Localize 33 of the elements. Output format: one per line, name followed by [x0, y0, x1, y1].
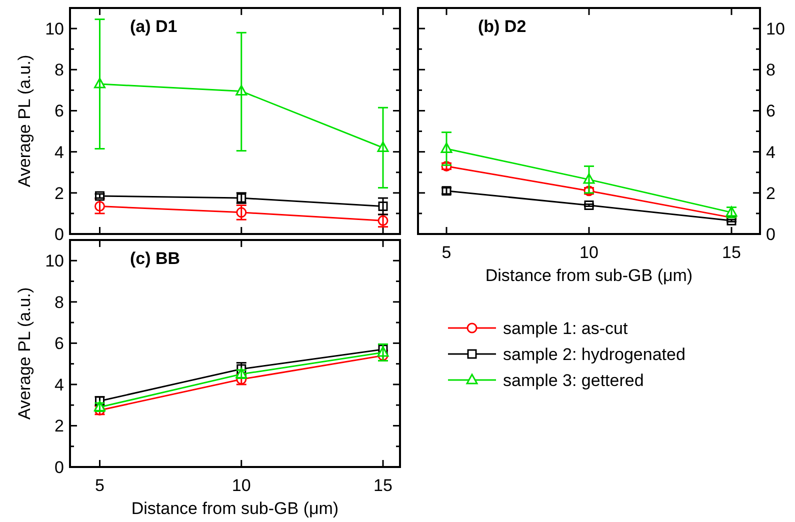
- y2-tick-label: 0: [766, 224, 776, 244]
- legend-label: sample 2: hydrogenated: [503, 344, 686, 364]
- y-tick-label: 4: [54, 375, 64, 394]
- x-tick-label: 5: [95, 476, 104, 495]
- x-axis-title: Distance from sub-GB (μm): [131, 499, 339, 518]
- y-tick-label: 8: [54, 60, 64, 80]
- y2-tick-label: 6: [766, 102, 776, 121]
- y-tick-label: 8: [54, 292, 64, 312]
- y-tick-label: 10: [45, 19, 64, 38]
- x-tick-label: 15: [722, 243, 741, 262]
- x-axis-title: Distance from sub-GB (μm): [485, 266, 693, 285]
- text: (a) D1: [130, 17, 178, 36]
- y2-tick-label: 10: [766, 19, 785, 38]
- x-tick-label: 15: [374, 476, 392, 495]
- legend-label: sample 1: as-cut: [503, 318, 628, 338]
- legend-label: sample 3: gettered: [503, 370, 644, 390]
- x-tick-label: 10: [580, 243, 598, 262]
- y-tick-label: 6: [54, 334, 64, 354]
- y-axis-title: Average PL (a.u.): [15, 287, 34, 420]
- x-tick-label: 5: [442, 243, 452, 262]
- y2-tick-label: 2: [766, 184, 776, 203]
- y-tick-label: 2: [54, 184, 64, 203]
- y-tick-label: 6: [54, 102, 64, 121]
- x-tick-label: 10: [232, 476, 251, 495]
- y-axis-title: Average PL (a.u.): [15, 54, 34, 188]
- y-tick-label: 4: [54, 142, 64, 162]
- text: (b) D2: [478, 17, 526, 36]
- text: (c) BB: [130, 249, 180, 268]
- y-tick-label: 0: [54, 458, 64, 477]
- y-tick-label: 0: [54, 224, 64, 244]
- y-tick-label: 2: [54, 416, 64, 436]
- y2-tick-label: 4: [766, 142, 776, 162]
- y2-tick-label: 8: [766, 60, 776, 80]
